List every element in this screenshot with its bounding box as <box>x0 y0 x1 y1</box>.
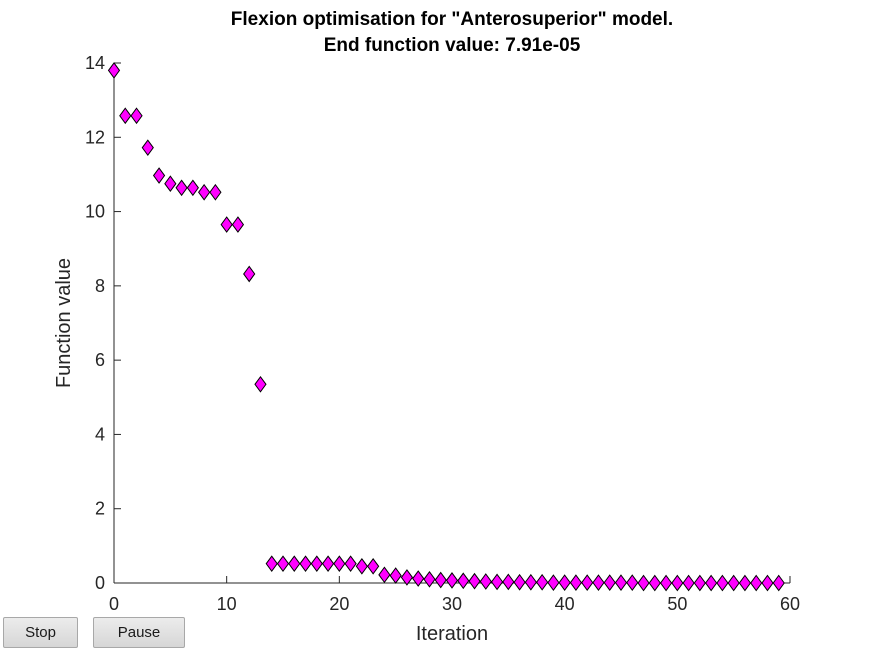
y-axis-label: Function value <box>53 258 75 388</box>
y-tick-label: 12 <box>85 127 105 147</box>
data-point-diamond <box>536 573 549 591</box>
data-point-diamond <box>648 574 661 592</box>
data-point-diamond <box>637 574 650 592</box>
data-point-diamond <box>231 216 245 233</box>
data-point-diamond <box>254 375 267 393</box>
data-point-diamond <box>705 574 718 592</box>
x-tick-label: 30 <box>442 594 462 614</box>
data-point-diamond <box>513 573 526 591</box>
data-point-diamond <box>490 573 504 591</box>
data-point-diamond <box>502 573 515 591</box>
data-point-diamond <box>457 572 470 590</box>
data-point-diamond <box>738 574 752 592</box>
data-point-diamond <box>276 555 290 573</box>
data-point-diamond <box>412 570 425 587</box>
data-point-diamond <box>378 566 391 584</box>
data-point-diamond <box>671 574 684 592</box>
x-axis-label: Iteration <box>416 623 488 645</box>
data-point-diamond <box>558 574 571 591</box>
data-point-diamond <box>581 574 594 591</box>
data-point-diamond <box>333 555 346 573</box>
data-point-diamond <box>389 567 402 584</box>
data-point-diamond <box>524 573 537 591</box>
data-point-diamond <box>175 179 188 197</box>
data-point-diamond <box>400 569 414 586</box>
stop-button[interactable]: Stop <box>3 617 78 648</box>
data-point-diamond <box>727 574 740 592</box>
data-point-diamond <box>265 555 278 573</box>
chart-title-line-2: End function value: 7.91e-05 <box>324 35 581 56</box>
x-tick-label: 0 <box>109 594 119 614</box>
data-point-diamond <box>693 574 706 592</box>
x-tick-label: 50 <box>667 594 687 614</box>
data-point-diamond <box>761 574 774 592</box>
data-point-diamond <box>152 167 166 184</box>
data-point-diamond <box>209 183 222 201</box>
x-tick-label: 40 <box>555 594 575 614</box>
data-point-diamond <box>288 555 301 573</box>
data-point-diamond <box>603 574 616 591</box>
data-point-diamond <box>682 574 695 592</box>
data-point-diamond <box>423 570 436 588</box>
x-tick-label: 10 <box>217 594 237 614</box>
data-point-diamond <box>310 555 323 573</box>
data-point-diamond <box>750 574 763 592</box>
y-tick-label: 2 <box>95 499 105 519</box>
data-point-diamond <box>626 574 639 591</box>
y-tick-label: 8 <box>95 276 105 296</box>
data-point-diamond <box>355 557 368 575</box>
data-point-diamond <box>468 572 481 590</box>
y-tick-label: 14 <box>85 53 105 73</box>
data-point-diamond <box>614 574 628 591</box>
y-tick-label: 0 <box>95 573 105 593</box>
y-tick-label: 10 <box>85 202 105 222</box>
data-point-diamond <box>220 216 233 233</box>
y-tick-label: 4 <box>95 424 105 444</box>
data-point-diamond <box>164 175 177 193</box>
data-point-diamond <box>119 107 132 125</box>
data-point-diamond <box>321 555 335 573</box>
data-points <box>107 62 785 592</box>
data-point-diamond <box>141 139 154 157</box>
chart-title-line-1: Flexion optimisation for "Anterosuperior… <box>231 9 673 30</box>
data-point-diamond <box>434 571 447 589</box>
data-point-diamond <box>299 555 312 573</box>
data-point-diamond <box>659 574 673 592</box>
data-point-diamond <box>198 183 211 201</box>
x-tick-label: 60 <box>780 594 800 614</box>
data-point-diamond <box>547 574 560 591</box>
data-point-diamond <box>107 62 121 79</box>
pause-button[interactable]: Pause <box>93 617 185 648</box>
tick-labels: 0 10 20 30 40 50 60 0 2 4 6 8 10 12 14 <box>85 53 800 614</box>
data-point-diamond <box>186 179 199 197</box>
data-point-diamond <box>130 107 143 125</box>
data-point-diamond <box>772 574 785 592</box>
x-tick-label: 20 <box>329 594 349 614</box>
data-point-diamond <box>344 555 357 573</box>
data-point-diamond <box>716 574 729 592</box>
data-point-diamond <box>367 557 380 575</box>
data-point-diamond <box>592 574 605 591</box>
axes <box>113 62 791 584</box>
data-point-diamond <box>243 265 256 283</box>
data-point-diamond <box>569 574 583 591</box>
data-point-diamond <box>479 573 492 590</box>
data-point-diamond <box>445 572 459 589</box>
y-tick-label: 6 <box>95 350 105 370</box>
